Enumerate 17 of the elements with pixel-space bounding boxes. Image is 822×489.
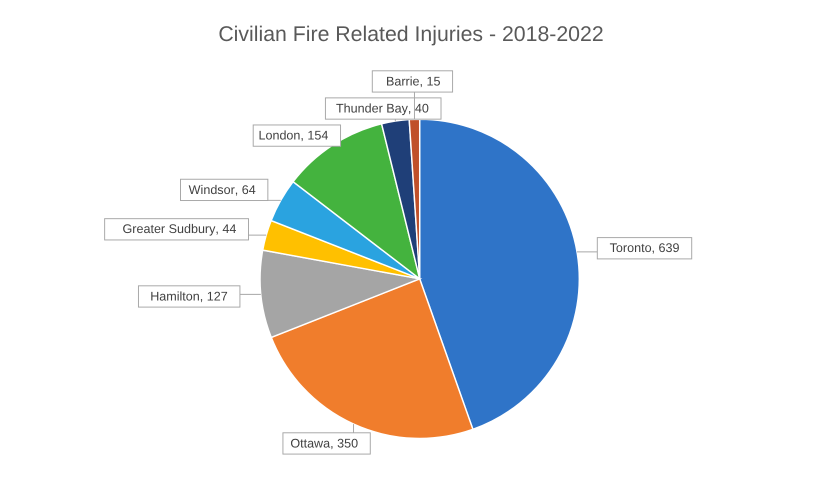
- data-label: , 350: [330, 436, 358, 450]
- data-label: , 639: [652, 241, 680, 256]
- data-label: , 40: [408, 101, 429, 116]
- slice-label: Ottawa: [290, 436, 330, 450]
- slice-label: Windsor: [188, 182, 235, 197]
- data-label: , 15: [420, 74, 440, 88]
- slice-label: Barrie: [386, 74, 420, 88]
- slice-label: London: [258, 128, 300, 142]
- data-label: , 44: [215, 222, 236, 236]
- data-label: , 127: [200, 289, 228, 304]
- chart-title: Civilian Fire Related Injuries - 2018-2022: [218, 22, 604, 46]
- data-label: , 154: [300, 128, 328, 142]
- slice-label: Toronto: [610, 241, 652, 256]
- slice-label: Greater Sudbury: [122, 222, 216, 236]
- slice-label: Thunder Bay: [336, 101, 409, 116]
- slice-label: Hamilton: [150, 289, 200, 304]
- data-label: , 64: [234, 182, 256, 197]
